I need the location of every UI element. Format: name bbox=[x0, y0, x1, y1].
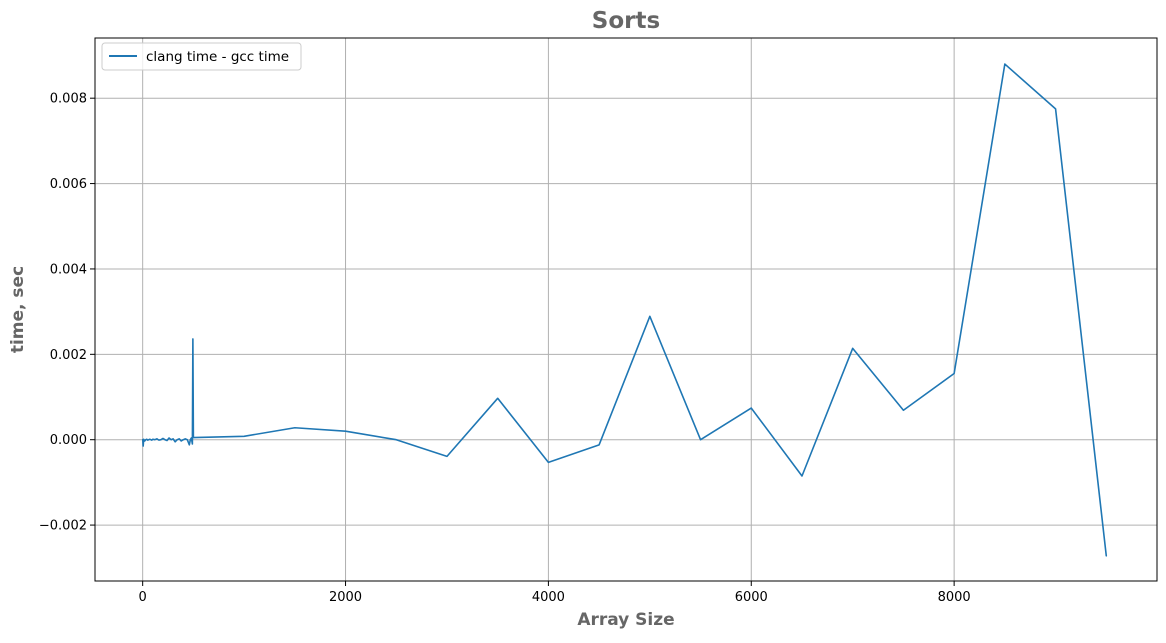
y-tick-label: 0.002 bbox=[50, 348, 87, 363]
y-tick-label: −0.002 bbox=[39, 519, 87, 534]
x-tick-label: 8000 bbox=[938, 590, 971, 605]
legend-label: clang time - gcc time bbox=[146, 49, 289, 65]
y-tick-label: 0.000 bbox=[50, 433, 87, 448]
legend-box bbox=[101, 42, 302, 71]
x-tick-label: 0 bbox=[139, 590, 147, 605]
x-tick-label: 4000 bbox=[532, 590, 565, 605]
x-tick-label: 6000 bbox=[735, 590, 768, 605]
y-axis-title: time, sec bbox=[8, 266, 28, 353]
x-tick-label: 2000 bbox=[329, 590, 362, 605]
grid-lines bbox=[95, 38, 1157, 581]
series-layer bbox=[141, 63, 1108, 557]
chart-title: Sorts bbox=[592, 8, 660, 34]
legend: clang time - gcc time bbox=[101, 42, 302, 71]
series-line bbox=[141, 63, 1108, 557]
y-tick-label: 0.006 bbox=[50, 177, 87, 192]
y-tick-label: 0.008 bbox=[50, 92, 87, 107]
plot-area-frame bbox=[94, 37, 1158, 582]
axis-ticks: 0 2000 4000 6000 8000 −0.002 0.000 0.002 0.004 0.… bbox=[39, 92, 971, 605]
x-axis-title: Array Size bbox=[577, 610, 674, 630]
y-tick-label: 0.004 bbox=[50, 262, 87, 277]
